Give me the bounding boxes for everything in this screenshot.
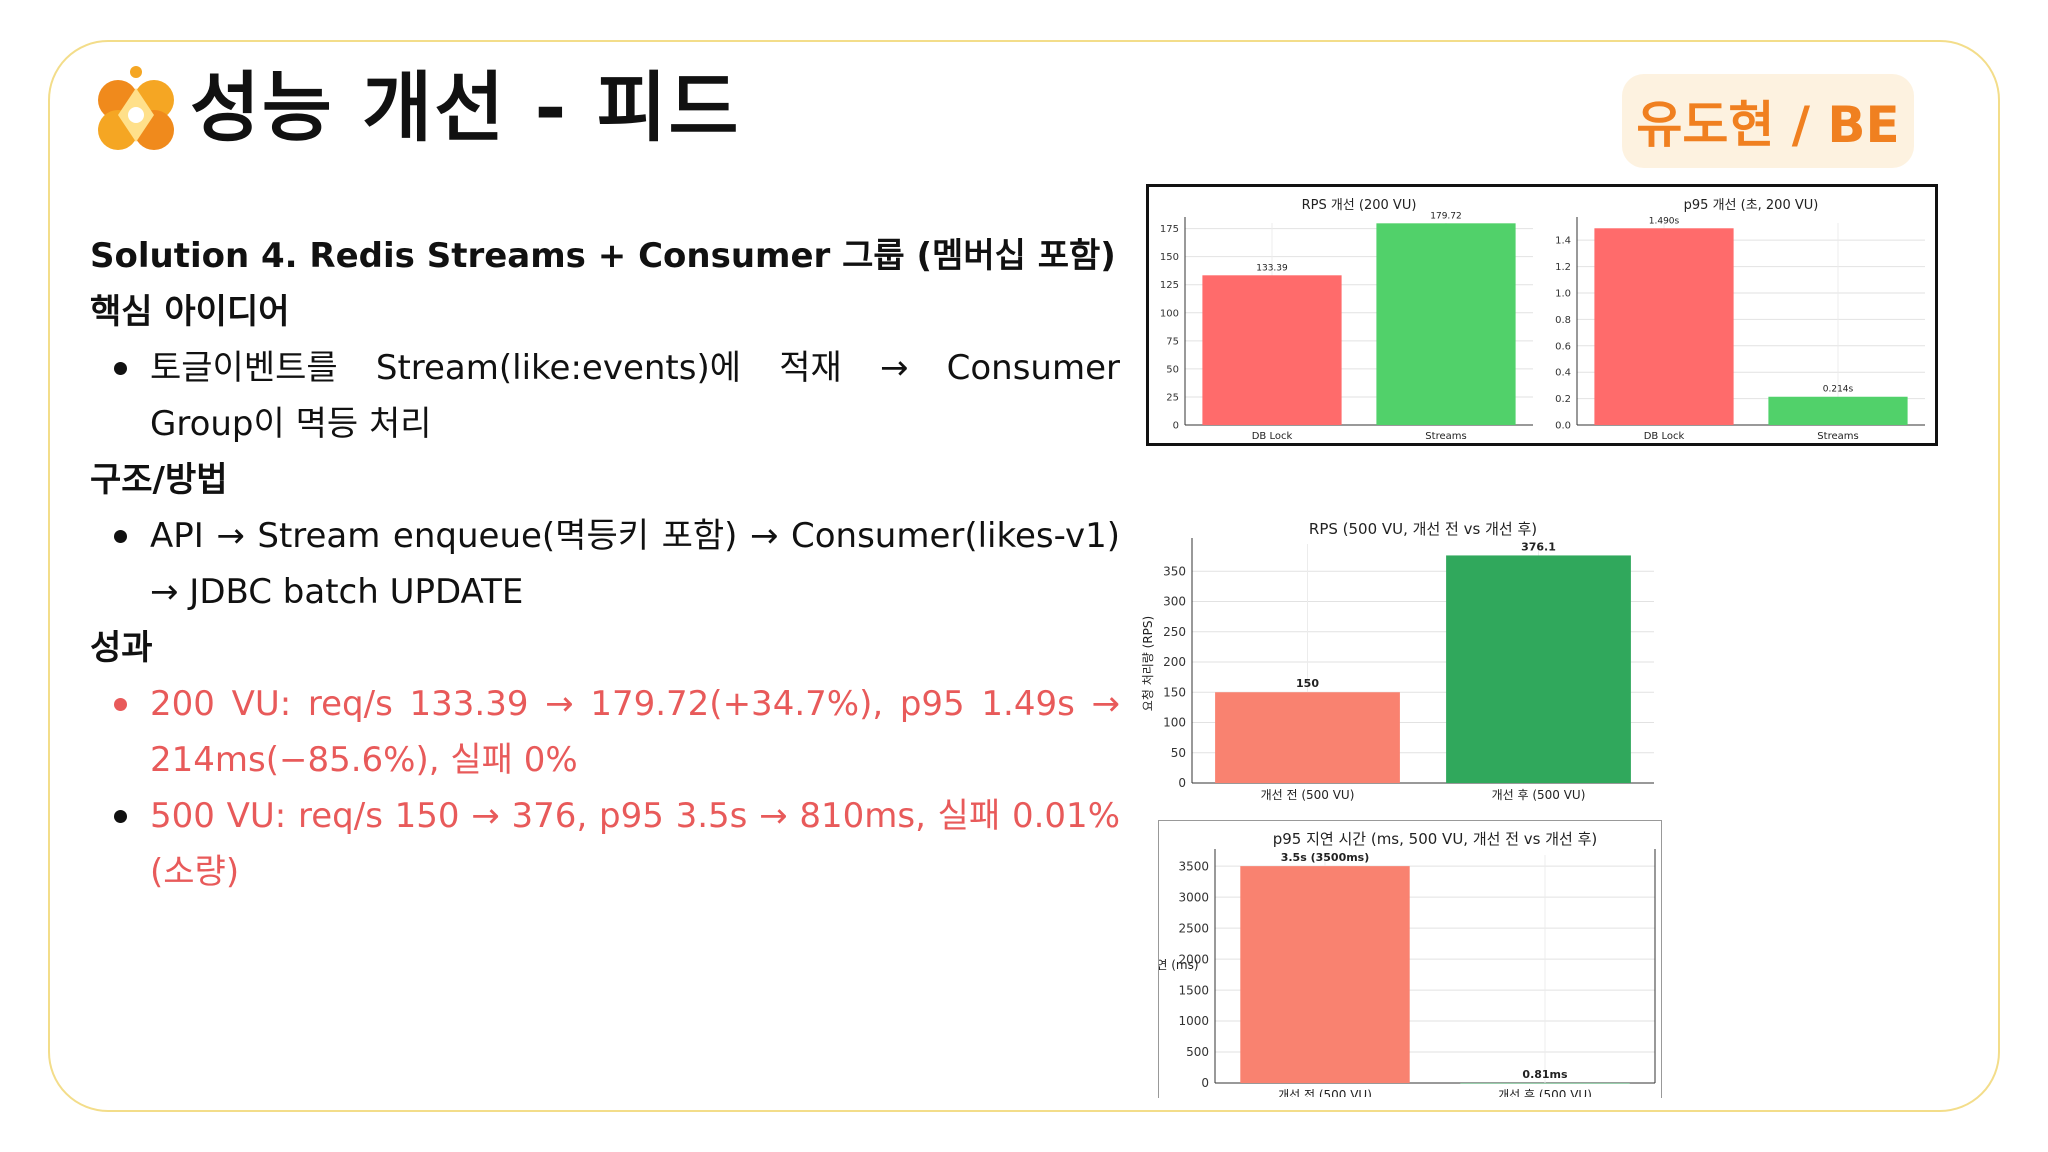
list-item: 200 VU: req/s 133.39 → 179.72(+34.7%), p… (114, 676, 1120, 788)
section-heading-results: 성과 (90, 628, 153, 668)
y-tick-label: 500 (1186, 1045, 1209, 1059)
y-tick-label: 200 (1163, 655, 1186, 669)
y-tick-label: 1.4 (1555, 236, 1571, 247)
chart-title: p95 개선 (초, 200 VU) (1684, 198, 1819, 213)
x-tick-label: 개선 후 (500 VU) (1498, 1088, 1592, 1097)
bar (1240, 866, 1410, 1083)
chart-title: RPS 개선 (200 VU) (1302, 198, 1417, 213)
chart-panel-200vu: RPS 개선 (200 VU) 0 25 50 75 100 125 150 175 133.39… (1146, 184, 1938, 446)
data-label: 3.5s (3500ms) (1281, 851, 1370, 864)
y-tick-label: 100 (1163, 716, 1186, 730)
x-tick-label: 개선 전 (500 VU) (1278, 1088, 1372, 1097)
structure-list: API → Stream enqueue(멱등키 포함) → Consumer(… (90, 508, 1120, 620)
logo-icon (98, 66, 174, 150)
x-tick-label: DB Lock (1252, 431, 1293, 442)
y-tick-label: 150 (1163, 685, 1186, 699)
y-tick-label: 1.0 (1555, 288, 1571, 299)
y-tick-label: 0.8 (1555, 315, 1571, 326)
page-title: 성능 개선 - 피드 (190, 63, 741, 152)
y-tick-label: 100 (1160, 308, 1179, 319)
data-label: 376.1 (1521, 540, 1556, 553)
x-tick-label: 개선 전 (500 VU) (1261, 788, 1355, 802)
y-tick-label: 25 (1166, 392, 1179, 403)
y-tick-label: 50 (1171, 746, 1186, 760)
y-tick-label: 0 (1178, 776, 1186, 790)
y-tick-label: 1500 (1178, 983, 1209, 997)
y-tick-label: 300 (1163, 595, 1186, 609)
y-tick-label: 3000 (1178, 890, 1209, 904)
section-heading-structure: 구조/방법 (90, 460, 228, 500)
data-label: 179.72 (1430, 211, 1462, 221)
data-label: 150 (1296, 677, 1319, 690)
y-tick-label: 2000 (1178, 952, 1209, 966)
content-area: Solution 4. Redis Streams + Consumer 그룹 … (90, 228, 1120, 900)
bar (1202, 275, 1342, 425)
y-tick-label: 125 (1160, 280, 1179, 291)
list-item: 토글이벤트를 Stream(like:events)에 적재 → Consume… (114, 340, 1120, 452)
data-label: 0.214s (1823, 385, 1854, 395)
idea-list: 토글이벤트를 Stream(like:events)에 적재 → Consume… (90, 340, 1120, 452)
author-label: 유도현 / BE (1636, 96, 1900, 154)
data-label: 133.39 (1256, 263, 1288, 273)
y-tick-label: 0.6 (1555, 341, 1571, 352)
data-label: 0.81ms (1522, 1068, 1568, 1081)
y-tick-label: 50 (1166, 364, 1179, 375)
solution-title: Solution 4. Redis Streams + Consumer 그룹 … (90, 236, 1116, 276)
y-tick-label: 0.2 (1555, 394, 1571, 405)
list-item: API → Stream enqueue(멱등키 포함) → Consumer(… (114, 508, 1120, 620)
chart-title: p95 지연 시간 (ms, 500 VU, 개선 전 vs 개선 후) (1273, 830, 1598, 848)
author-badge: 유도현 / BE (1622, 74, 1914, 168)
y-tick-label: 0.0 (1555, 421, 1571, 432)
p95-200vu-chart: p95 개선 (초, 200 VU) 0.0 0.2 0.4 0.6 0.8 1.0 1.2 1… (1555, 198, 1925, 442)
section-heading-idea: 핵심 아이디어 (90, 292, 290, 332)
y-tick-label: 0.4 (1555, 368, 1571, 379)
data-label: 1.490s (1649, 216, 1680, 226)
y-tick-label: 250 (1163, 625, 1186, 639)
bar (1446, 555, 1631, 783)
chart-title: RPS (500 VU, 개선 전 vs 개선 후) (1309, 520, 1537, 538)
y-axis-label: 요청 처리량 (RPS) (1141, 616, 1155, 711)
x-tick-label: Streams (1425, 431, 1466, 442)
rps-200vu-chart: RPS 개선 (200 VU) 0 25 50 75 100 125 150 175 133.39… (1160, 198, 1533, 442)
bar (1460, 1082, 1630, 1084)
y-tick-label: 350 (1163, 564, 1186, 578)
y-tick-label: 0 (1173, 421, 1179, 432)
y-tick-label: 75 (1166, 336, 1179, 347)
bar (1376, 223, 1516, 425)
bar (1594, 228, 1734, 425)
chart-panel-rps-500vu: RPS (500 VU, 개선 전 vs 개선 후) 0 50 100 150 200 25… (1140, 516, 1660, 812)
y-axis-label: 응답 지연 (ms) (1159, 958, 1199, 972)
bar (1215, 692, 1400, 783)
y-tick-label: 175 (1160, 224, 1179, 235)
y-tick-label: 2500 (1178, 921, 1209, 935)
y-tick-label: 3500 (1178, 859, 1209, 873)
list-item: 500 VU: req/s 150 → 376, p95 3.5s → 810m… (114, 788, 1120, 900)
bar (1768, 396, 1908, 425)
x-tick-label: Streams (1817, 431, 1858, 442)
results-list: 200 VU: req/s 133.39 → 179.72(+34.7%), p… (90, 676, 1120, 900)
x-tick-label: DB Lock (1644, 431, 1685, 442)
y-tick-label: 1000 (1178, 1014, 1209, 1028)
rps-500vu-chart: RPS (500 VU, 개선 전 vs 개선 후) 0 50 100 150 200 25… (1141, 520, 1654, 802)
p95-500vu-chart: p95 지연 시간 (ms, 500 VU, 개선 전 vs 개선 후) 0 500… (1119, 830, 1656, 1102)
y-tick-label: 0 (1201, 1076, 1209, 1090)
y-tick-label: 150 (1160, 252, 1179, 263)
chart-panel-p95-500vu: p95 지연 시간 (ms, 500 VU, 개선 전 vs 개선 후) 0 500… (1119, 820, 1662, 1102)
y-tick-label: 1.2 (1555, 262, 1571, 273)
x-tick-label: 개선 후 (500 VU) (1492, 788, 1586, 802)
